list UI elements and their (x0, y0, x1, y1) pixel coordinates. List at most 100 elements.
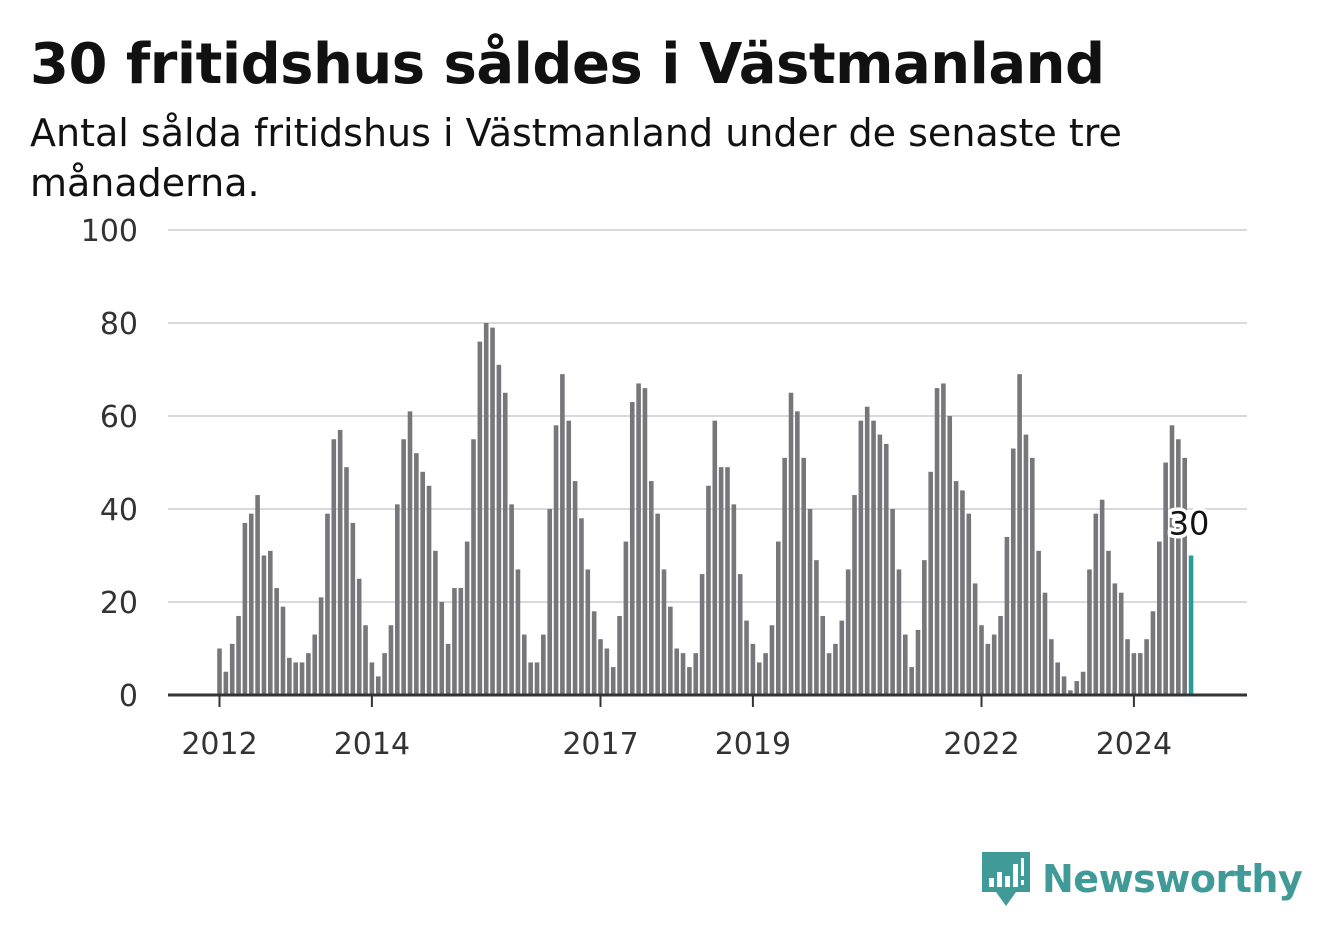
y-tick-label: 20 (100, 586, 138, 621)
bar (452, 588, 457, 695)
bar (953, 481, 959, 695)
bar (750, 643, 756, 695)
bar (1074, 681, 1080, 695)
bar (496, 364, 502, 695)
bar (1004, 536, 1010, 695)
bar (477, 341, 483, 695)
labels: 0 20 40 60 80 100 2012 2014 2017 2019 2022 2024 30 (81, 214, 1213, 762)
bar (1080, 671, 1086, 695)
bar (515, 569, 521, 695)
bar (464, 541, 470, 695)
bar (522, 634, 527, 695)
x-tick-label: 2022 (943, 727, 1019, 762)
bar (363, 625, 368, 695)
bar (382, 653, 387, 695)
bar (426, 485, 432, 695)
x-tick-label: 2019 (715, 727, 791, 762)
y-tick-label: 40 (100, 493, 138, 528)
bar (306, 653, 311, 695)
bar (1093, 513, 1099, 695)
y-tick-label: 80 (100, 307, 138, 342)
bar (280, 606, 286, 695)
bar (420, 471, 425, 695)
bar (769, 625, 775, 695)
bar (1017, 374, 1022, 695)
bar (528, 662, 533, 695)
latest-value-label: 30 (1169, 505, 1210, 543)
bar (388, 625, 394, 695)
x-tick-label: 2024 (1096, 727, 1172, 762)
bar (591, 611, 597, 695)
bar (1061, 676, 1067, 695)
bar (502, 392, 508, 695)
bar (972, 583, 978, 695)
bar (947, 416, 953, 695)
bar (369, 662, 375, 695)
bar (928, 471, 933, 695)
bar (1169, 425, 1175, 695)
bar (763, 653, 768, 695)
bar (858, 420, 864, 695)
bar (960, 490, 965, 695)
bar (826, 653, 832, 695)
bar (1049, 639, 1054, 695)
bar (649, 481, 654, 695)
bar (356, 578, 362, 695)
bar (922, 560, 927, 695)
bar (883, 443, 889, 695)
bar-latest (1188, 555, 1194, 695)
bar-chart-speech-bubble-icon (982, 852, 1030, 906)
bar (661, 569, 667, 695)
bar (941, 383, 946, 695)
bar (934, 388, 940, 695)
bar (274, 588, 279, 695)
bar (1042, 592, 1048, 695)
bar (718, 467, 724, 695)
bar (350, 522, 356, 695)
bar (325, 513, 330, 695)
bar (801, 457, 806, 695)
bar (1125, 639, 1130, 695)
bar (1099, 499, 1105, 695)
bar (852, 495, 857, 695)
bar (433, 550, 438, 695)
bar (223, 671, 229, 695)
bar (991, 634, 997, 695)
bar (725, 467, 730, 695)
bar (395, 504, 400, 695)
y-tick-label: 100 (81, 214, 138, 249)
bar (864, 406, 870, 695)
bar (699, 574, 705, 695)
bar (337, 429, 343, 695)
bar (566, 420, 572, 695)
x-tick-label: 2012 (181, 727, 257, 762)
y-tick-label: 60 (100, 400, 138, 435)
bar (744, 620, 749, 695)
bar (604, 648, 610, 695)
bar (979, 625, 984, 695)
bar (629, 402, 635, 695)
bar (814, 560, 819, 695)
bar (1087, 569, 1092, 695)
bar (1068, 690, 1073, 695)
bar (623, 541, 629, 695)
bars (217, 323, 1194, 695)
chart-subtitle: Antal sålda fritidshus i Västmanland und… (30, 111, 1122, 205)
bar (579, 518, 584, 695)
x-tick-label: 2014 (334, 727, 410, 762)
bar (668, 606, 673, 695)
bar (547, 509, 552, 695)
bar (1106, 550, 1111, 695)
bar (572, 481, 578, 695)
bar (1163, 462, 1168, 695)
bar (509, 504, 514, 695)
bar (845, 569, 851, 695)
bar (871, 420, 876, 695)
bar (458, 588, 464, 695)
bar (261, 555, 267, 695)
bar (839, 620, 845, 695)
bar (915, 629, 921, 695)
bar (287, 657, 292, 695)
bar (1144, 639, 1149, 695)
